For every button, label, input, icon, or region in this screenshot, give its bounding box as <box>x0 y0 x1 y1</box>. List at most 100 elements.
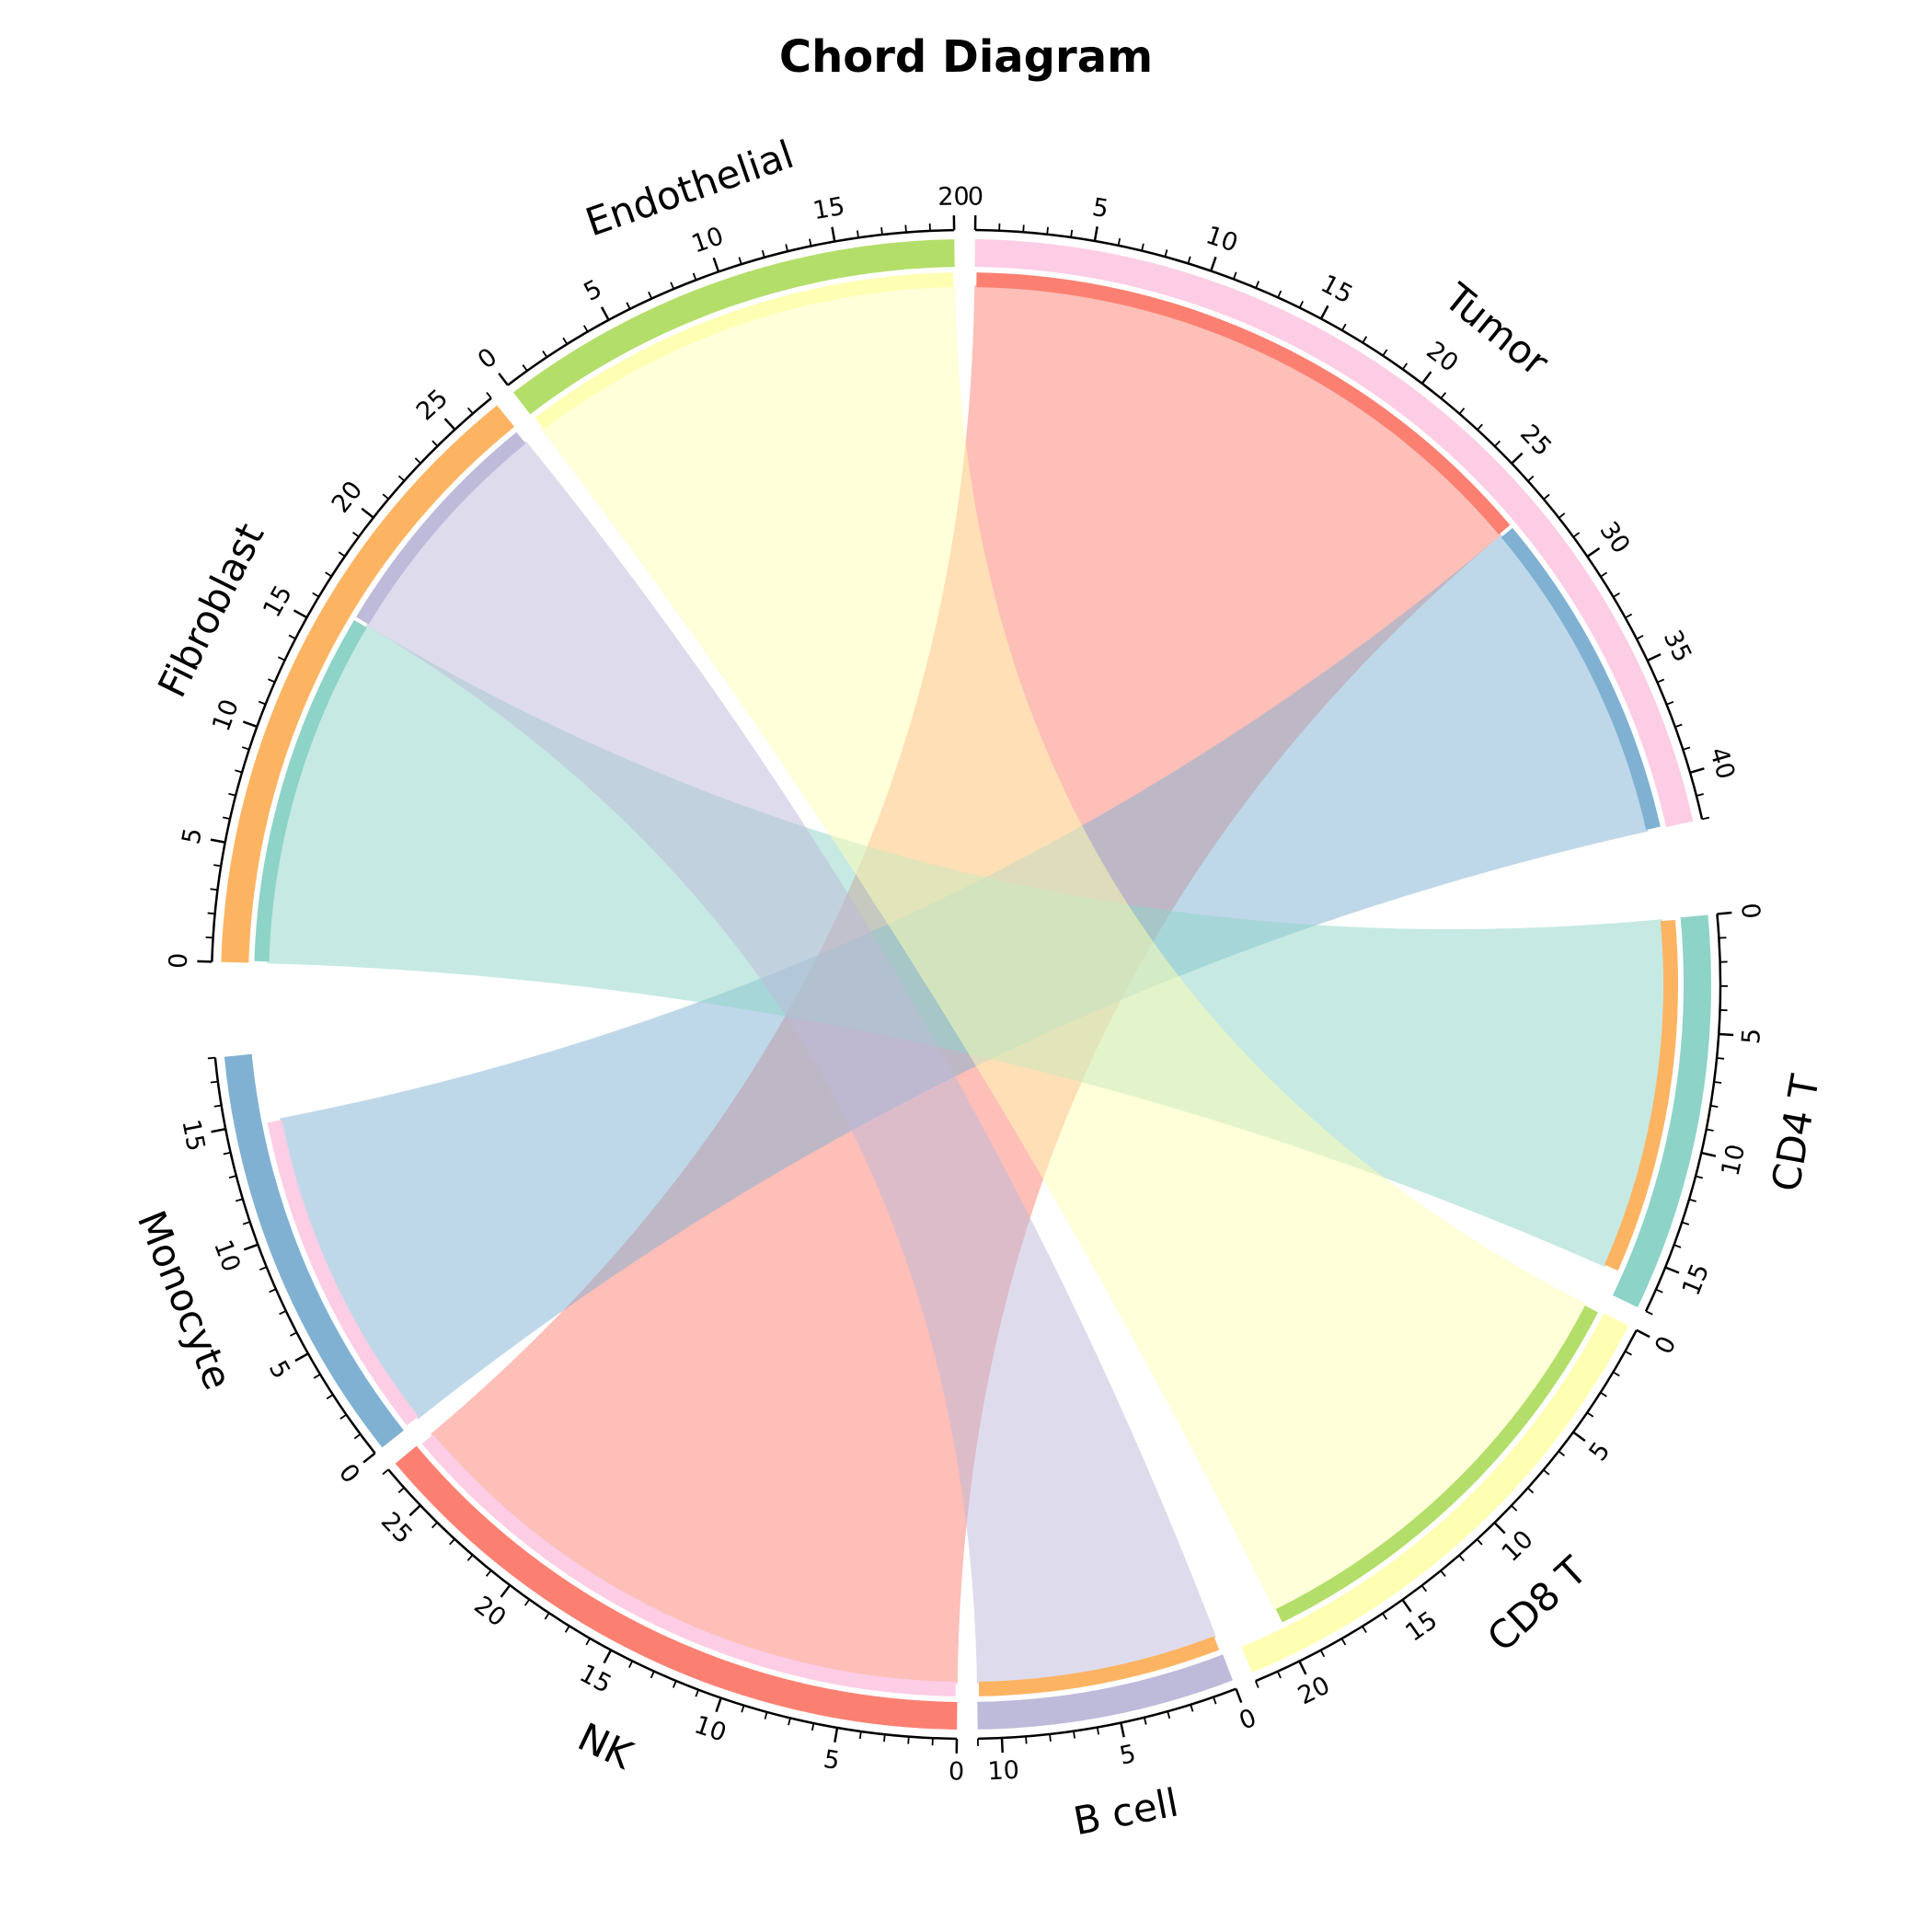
tick-mark <box>1657 678 1665 684</box>
tick-label: 15 <box>258 581 298 622</box>
tick-label: 0 <box>1650 1332 1682 1359</box>
tick-mark <box>1636 635 1644 640</box>
tick-mark <box>1688 1198 1696 1202</box>
tick-mark <box>1277 290 1282 298</box>
tick-mark <box>1458 408 1466 415</box>
segment-label-cd4-t: CD4 T <box>1763 1071 1828 1194</box>
band-tumor <box>1501 527 1661 831</box>
tick-mark <box>785 244 789 252</box>
tick-mark <box>1235 1688 1243 1704</box>
segment-label-endothelial: Endothelial <box>580 132 799 245</box>
tick-mark <box>1382 349 1388 357</box>
tick-label: 20 <box>468 1591 511 1632</box>
segment-label-tumor: Tumor <box>1435 274 1558 385</box>
tick-mark <box>228 792 236 797</box>
tick-mark <box>1689 767 1705 775</box>
tick-mark <box>1558 512 1566 519</box>
tick-mark <box>1298 300 1305 308</box>
tick-label: 15 <box>575 1660 616 1700</box>
segment-arc-fibroblast <box>221 405 515 963</box>
tick-mark <box>210 838 225 844</box>
segment-arc-nk <box>395 1445 958 1730</box>
tick-label: 20 <box>1294 1671 1335 1710</box>
tick-mark <box>397 475 406 482</box>
tick-mark <box>1636 1328 1650 1339</box>
tick-mark <box>1276 1671 1282 1679</box>
tick-mark <box>741 1705 745 1713</box>
tick-mark <box>1401 1599 1412 1613</box>
tick-mark <box>243 1243 259 1251</box>
tick-axis-nk <box>387 1468 957 1741</box>
tick-mark <box>207 1056 215 1060</box>
segment-arc-tumor <box>974 239 1694 828</box>
tick-mark <box>1210 256 1217 271</box>
tick-label: 5 <box>177 826 208 847</box>
tick-mark <box>738 257 742 265</box>
tick-label: 40 <box>1704 744 1740 783</box>
tick-mark <box>289 1331 297 1337</box>
tick-mark <box>235 1198 244 1202</box>
tick-label: 15 <box>811 192 846 226</box>
tick-mark <box>1254 1680 1259 1688</box>
tick-mark <box>809 238 812 247</box>
tick-mark <box>1600 571 1608 578</box>
tick-label: 10 <box>207 696 245 735</box>
tick-mark <box>1000 1738 1004 1754</box>
tick-mark <box>279 1310 287 1316</box>
tick-axis-cd4-t <box>1644 914 1722 1312</box>
tick-mark <box>235 769 243 774</box>
segment-arc-cd8-t <box>1241 1313 1628 1673</box>
tick-mark <box>210 1080 218 1084</box>
tick-mark <box>213 864 222 868</box>
tick-mark <box>1717 911 1732 915</box>
tick-label: 10 <box>688 222 728 259</box>
tick-mark <box>695 1689 699 1697</box>
tick-mark <box>210 888 218 891</box>
tick-mark <box>1070 229 1074 238</box>
tick-mark <box>1046 226 1049 235</box>
tick-mark <box>1673 1244 1682 1248</box>
tick-mark <box>1073 1731 1075 1739</box>
tick-mark <box>1255 281 1260 289</box>
tick-mark <box>715 1697 722 1713</box>
tick-mark <box>1401 362 1409 370</box>
segment-arc-monocyte <box>224 1053 404 1448</box>
tick-mark <box>761 249 765 259</box>
tick-mark <box>1543 1468 1550 1476</box>
segment-arc-b-cell <box>977 1654 1233 1730</box>
tick-mark <box>1167 1710 1171 1719</box>
tick-label: 10 <box>208 1236 246 1276</box>
tick-mark <box>1716 1057 1725 1060</box>
segment-arcs <box>221 239 1711 1730</box>
tick-mark <box>1681 1221 1690 1225</box>
tick-label: 10 <box>691 1710 730 1747</box>
tick-mark <box>1719 1032 1734 1037</box>
chart-title: Chord Diagram <box>779 31 1153 83</box>
tick-mark <box>338 551 346 558</box>
tick-label: 5 <box>1117 1740 1138 1771</box>
tick-mark <box>466 1554 474 1561</box>
tick-label: 0 <box>165 952 194 969</box>
tick-label: 20 <box>1420 336 1463 377</box>
tick-mark <box>1526 1487 1535 1494</box>
tick-mark <box>1664 1266 1680 1274</box>
tick-axis-b-cell <box>977 1687 1236 1741</box>
tick-label: 0 <box>1236 1704 1260 1736</box>
tick-mark <box>523 1599 531 1606</box>
tick-mark <box>1511 452 1524 465</box>
tick-axis-fibroblast <box>211 397 492 962</box>
tick-mark <box>626 302 631 310</box>
tick-label: 10 <box>987 1756 1020 1787</box>
tick-mark <box>1319 305 1329 320</box>
tick-label: 15 <box>1316 270 1357 310</box>
tick-mark <box>1440 1570 1446 1578</box>
band-monocyte <box>267 1120 419 1426</box>
tick-mark <box>269 1288 277 1294</box>
tick-mark <box>834 1727 839 1742</box>
tick-mark <box>1120 1722 1125 1738</box>
tick-axis-monocyte <box>213 1057 376 1455</box>
segment-label-b-cell: B cell <box>1070 1779 1182 1844</box>
tick-mark <box>1655 1288 1663 1294</box>
tick-mark <box>207 912 215 915</box>
tick-label: 0 <box>968 182 984 211</box>
